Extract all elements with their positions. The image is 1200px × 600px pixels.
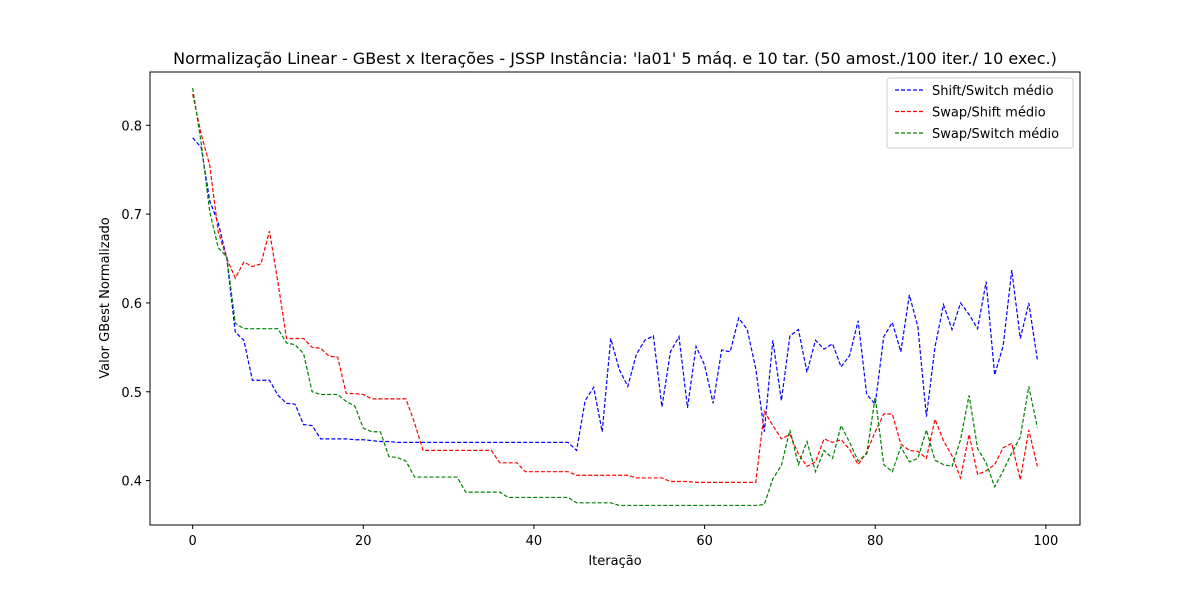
series-line-1 [192, 94, 1038, 483]
x-tick-label-1: 20 [355, 534, 372, 549]
x-tick-label-2: 40 [526, 534, 543, 549]
legend-label-0: Shift/Switch médio [932, 84, 1054, 99]
x-tick-label-5: 100 [1033, 534, 1058, 549]
y-tick-label-2: 0.6 [121, 297, 142, 312]
chart-title: Normalização Linear - GBest x Iterações … [173, 49, 1057, 68]
x-axis: 0 20 40 60 80 100 [189, 525, 1058, 549]
x-tick-label-4: 80 [867, 534, 884, 549]
y-tick-label-4: 0.8 [121, 119, 142, 134]
legend: Shift/Switch médio Swap/Shift médio Swap/S… [886, 77, 1074, 149]
x-tick-label-0: 0 [189, 534, 197, 549]
x-axis-label: Iteração [588, 554, 641, 569]
y-tick-label-0: 0.4 [121, 475, 142, 490]
y-axis: 0.4 0.5 0.6 0.7 0.8 [121, 119, 150, 490]
y-tick-label-1: 0.5 [121, 386, 142, 401]
series-line-2 [192, 87, 1038, 507]
legend-label-2: Swap/Switch médio [932, 127, 1059, 142]
legend-box [886, 77, 1074, 149]
y-tick-label-3: 0.7 [121, 208, 142, 223]
y-axis-label: Valor GBest Normalizado [98, 217, 113, 379]
x-tick-label-3: 60 [696, 534, 713, 549]
plot-frame [149, 71, 1081, 526]
series-line-0 [192, 137, 1038, 452]
legend-label-1: Swap/Shift médio [932, 106, 1046, 121]
plot-area [192, 87, 1038, 507]
